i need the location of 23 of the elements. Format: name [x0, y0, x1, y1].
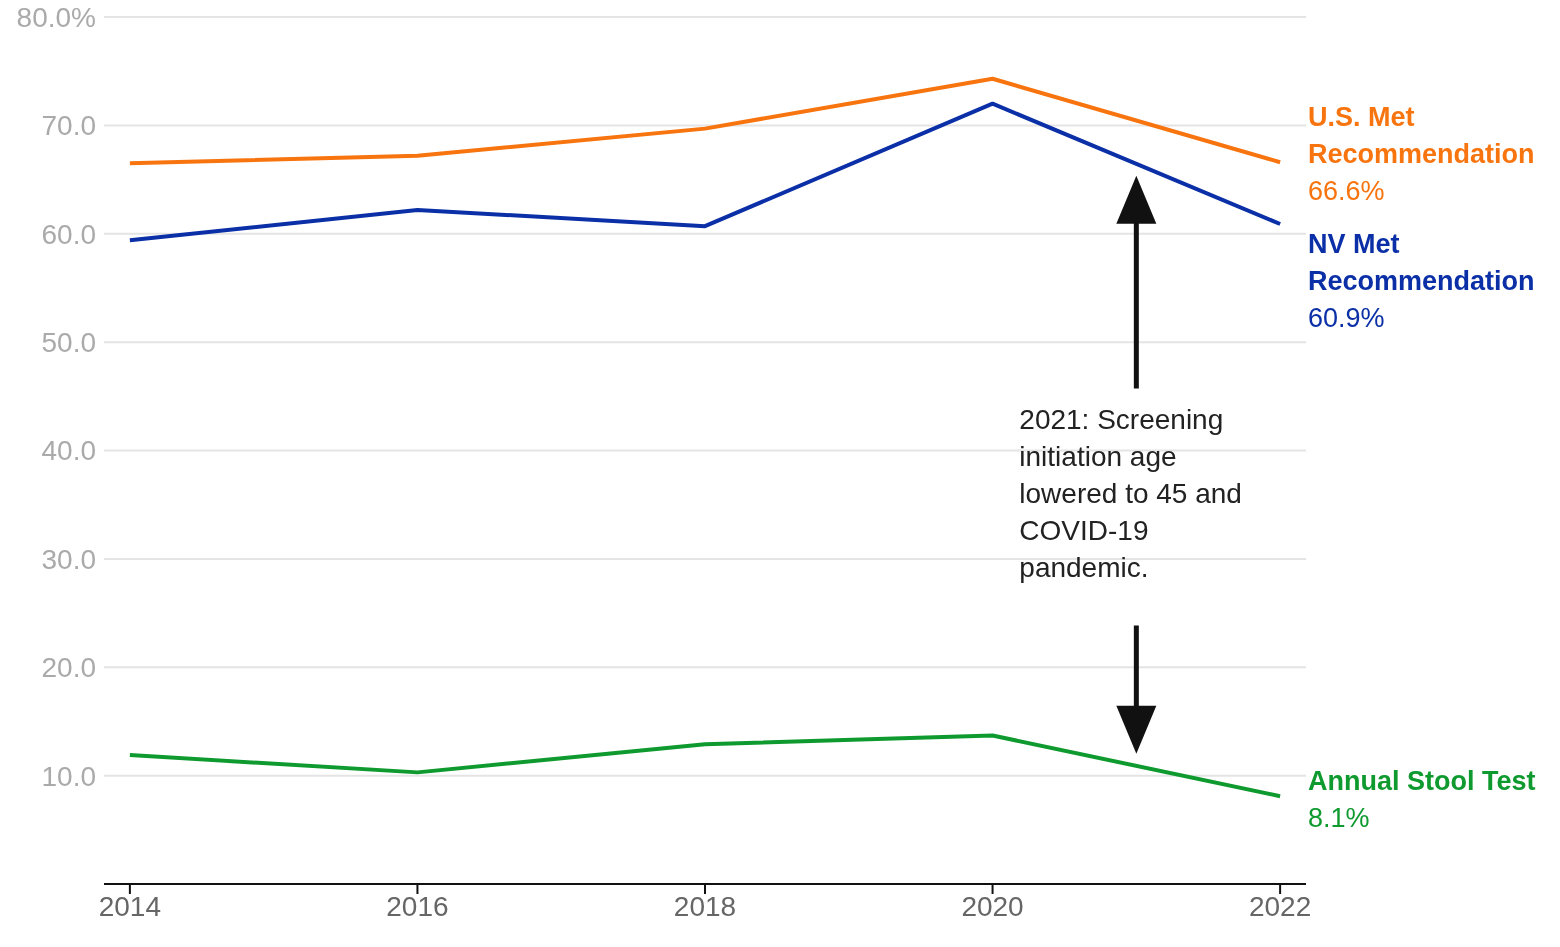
y-tick-label: 60.0: [41, 218, 96, 250]
y-tick-label: 30.0: [41, 543, 96, 575]
y-tick-label: 50.0: [41, 327, 96, 359]
annotation: 2021: Screening initiation age lowered to 45 and COVID-19 pandemic.: [1019, 402, 1243, 585]
line-series: [127, 733, 1283, 799]
x-tick-label: 2016: [386, 890, 449, 922]
y-tick-label: 10.0: [41, 760, 96, 792]
x-tick-label: 2022: [1248, 890, 1312, 922]
line-series: [127, 76, 1283, 166]
series-label: NV Met Recommendation: [1308, 228, 1536, 298]
data-label: 60.9%: [1308, 302, 1386, 335]
data-label: 66.6%: [1308, 175, 1386, 209]
line-series: [127, 101, 1283, 243]
y-tick-label: 20.0: [41, 652, 96, 684]
data-label: 8.1%: [1308, 802, 1371, 836]
y-tick-label: 80.0%: [16, 1, 96, 33]
x-tick-label: 2020: [961, 890, 1024, 922]
y-tick-label: 70.0: [41, 110, 96, 142]
x-tick-label: 2014: [98, 890, 162, 922]
x-tick-label: 2018: [673, 890, 737, 922]
y-tick-label: 40.0: [41, 435, 96, 467]
series-label: Annual Stool Test: [1308, 765, 1537, 799]
series-label: U.S. Met Recommendation: [1308, 101, 1536, 172]
